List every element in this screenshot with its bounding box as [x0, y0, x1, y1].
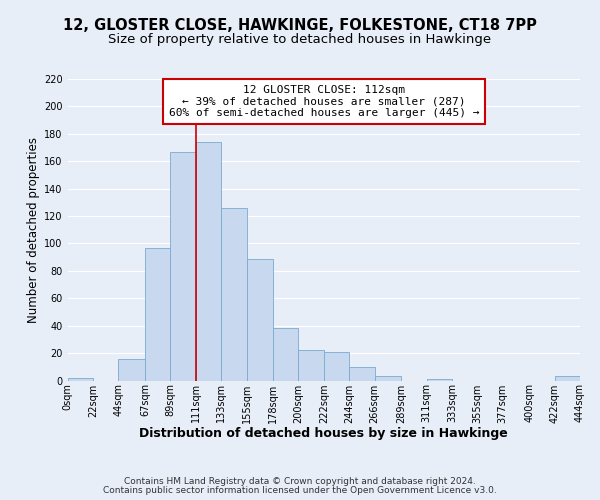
Y-axis label: Number of detached properties: Number of detached properties: [27, 137, 40, 323]
Bar: [221, 208, 247, 380]
Bar: [427, 379, 452, 380]
Bar: [145, 248, 170, 380]
Bar: [247, 258, 273, 380]
Text: 12 GLOSTER CLOSE: 112sqm
← 39% of detached houses are smaller (287)
60% of semi-: 12 GLOSTER CLOSE: 112sqm ← 39% of detach…: [169, 85, 479, 118]
Bar: [170, 152, 196, 380]
Bar: [68, 378, 93, 380]
Bar: [298, 350, 324, 380]
Bar: [196, 142, 221, 380]
Text: Size of property relative to detached houses in Hawkinge: Size of property relative to detached ho…: [109, 32, 491, 46]
X-axis label: Distribution of detached houses by size in Hawkinge: Distribution of detached houses by size …: [139, 427, 508, 440]
Bar: [374, 376, 401, 380]
Bar: [554, 376, 580, 380]
Text: 12, GLOSTER CLOSE, HAWKINGE, FOLKESTONE, CT18 7PP: 12, GLOSTER CLOSE, HAWKINGE, FOLKESTONE,…: [63, 18, 537, 32]
Text: Contains HM Land Registry data © Crown copyright and database right 2024.: Contains HM Land Registry data © Crown c…: [124, 477, 476, 486]
Text: Contains public sector information licensed under the Open Government Licence v3: Contains public sector information licen…: [103, 486, 497, 495]
Bar: [118, 358, 145, 380]
Bar: [349, 367, 374, 380]
Bar: [324, 352, 349, 380]
Bar: [273, 328, 298, 380]
